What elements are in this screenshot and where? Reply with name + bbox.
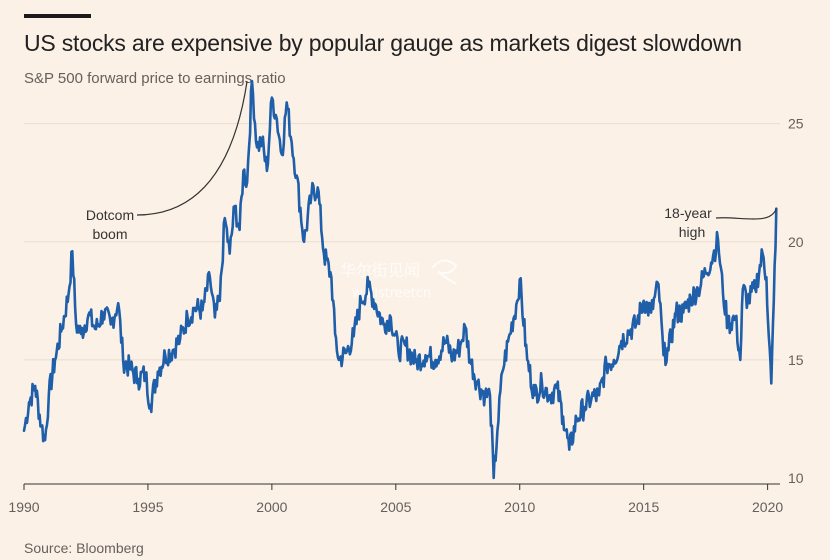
watermark-text-main: 华尔街见闻 [340,261,420,280]
x-tick-label-2015: 2015 [628,499,659,515]
source-note: Source: Bloomberg [24,540,144,556]
x-tick-label-1990: 1990 [8,499,39,515]
series-line-sp500-forward-pe [22,79,778,480]
x-tick-label-2010: 2010 [504,499,535,515]
y-tick-label-10: 10 [788,470,804,486]
watermark: 华尔街见闻 wallstreetcn [340,259,458,301]
x-axis: 1990 1995 2000 2005 2010 2015 2020 [8,484,783,515]
annotation-18-year-line1: 18-year [664,205,712,221]
y-tick-label-15: 15 [788,352,804,368]
chart-subtitle: S&P 500 forward price to earnings ratio [24,70,286,87]
annotation-dotcom-line2: boom [92,226,127,242]
annotations: Dotcom boom 18-year high [86,81,777,242]
x-tick-label-1995: 1995 [132,499,163,515]
annotation-dotcom-line1: Dotcom [86,207,134,223]
y-tick-label-25: 25 [788,116,804,132]
annotation-dotcom-leader [136,81,248,216]
annotation-18-year-line2: high [679,224,705,240]
brand-top-bar [24,14,91,18]
y-axis: 10 15 20 25 [788,116,804,486]
gridlines [24,123,780,361]
x-tick-label-2005: 2005 [380,499,411,515]
y-tick-label-20: 20 [788,234,804,250]
watermark-logo-icon [431,259,458,285]
x-tick-label-2000: 2000 [256,499,287,515]
watermark-text-sub: wallstreetcn [352,286,431,301]
annotation-18-year-leader [715,208,777,220]
x-tick-label-2020: 2020 [752,499,783,515]
chart-title: US stocks are expensive by popular gauge… [24,30,742,56]
